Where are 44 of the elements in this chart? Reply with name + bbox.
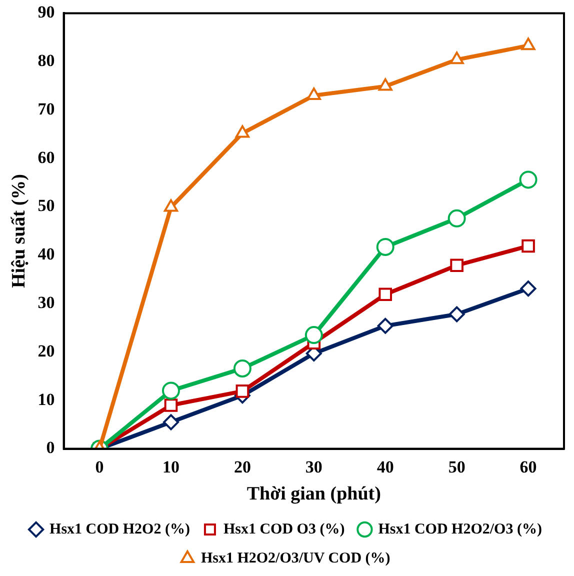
x-tick-label: 0 bbox=[95, 457, 104, 476]
y-tick-label: 60 bbox=[38, 148, 55, 167]
x-tick-label: 10 bbox=[162, 457, 180, 476]
legend-label: Hsx1 COD H2O2 (%) bbox=[50, 521, 190, 538]
point bbox=[306, 87, 321, 100]
point bbox=[304, 326, 323, 344]
x-tick-label: 30 bbox=[305, 457, 322, 476]
point bbox=[450, 258, 464, 272]
legend-label: Hsx1 H2O2/O3/UV COD (%) bbox=[200, 550, 390, 566]
legend-label: Hsx1 COD H2O2/O3 (%) bbox=[378, 521, 542, 538]
y-tick-label: 20 bbox=[38, 341, 55, 360]
y-tick-label: 30 bbox=[38, 292, 55, 312]
point bbox=[162, 382, 180, 400]
y-tick-label: 80 bbox=[38, 50, 55, 70]
point bbox=[448, 306, 465, 322]
x-tick-label: 20 bbox=[234, 457, 251, 476]
y-tick-label: 0 bbox=[46, 438, 55, 458]
point bbox=[164, 398, 178, 412]
x-tick-label: 40 bbox=[376, 457, 394, 476]
point bbox=[377, 318, 394, 334]
y-tick-label: 50 bbox=[38, 196, 55, 216]
y-tick-label: 90 bbox=[38, 2, 55, 22]
point bbox=[519, 170, 538, 189]
point bbox=[376, 238, 394, 256]
x-tick-label: 50 bbox=[448, 457, 466, 476]
point bbox=[162, 414, 179, 430]
point bbox=[448, 209, 466, 228]
point bbox=[520, 280, 536, 297]
y-tick-label: 10 bbox=[38, 390, 55, 409]
x-axis-title: Thời gian (phút) bbox=[246, 484, 381, 505]
point bbox=[233, 359, 252, 378]
y-tick-label: 40 bbox=[38, 244, 55, 264]
x-tick-label: 60 bbox=[520, 457, 537, 476]
y-tick-label: 70 bbox=[38, 99, 55, 118]
legend-label: Hsx1 COD O3 (%) bbox=[223, 521, 345, 538]
point bbox=[450, 52, 464, 64]
point bbox=[378, 78, 392, 91]
point bbox=[236, 384, 250, 398]
y-axis-title: Hiệu suất (%) bbox=[8, 174, 30, 288]
point bbox=[164, 199, 178, 212]
point bbox=[378, 288, 392, 302]
point bbox=[521, 38, 536, 50]
point bbox=[522, 239, 535, 253]
point bbox=[235, 125, 250, 138]
